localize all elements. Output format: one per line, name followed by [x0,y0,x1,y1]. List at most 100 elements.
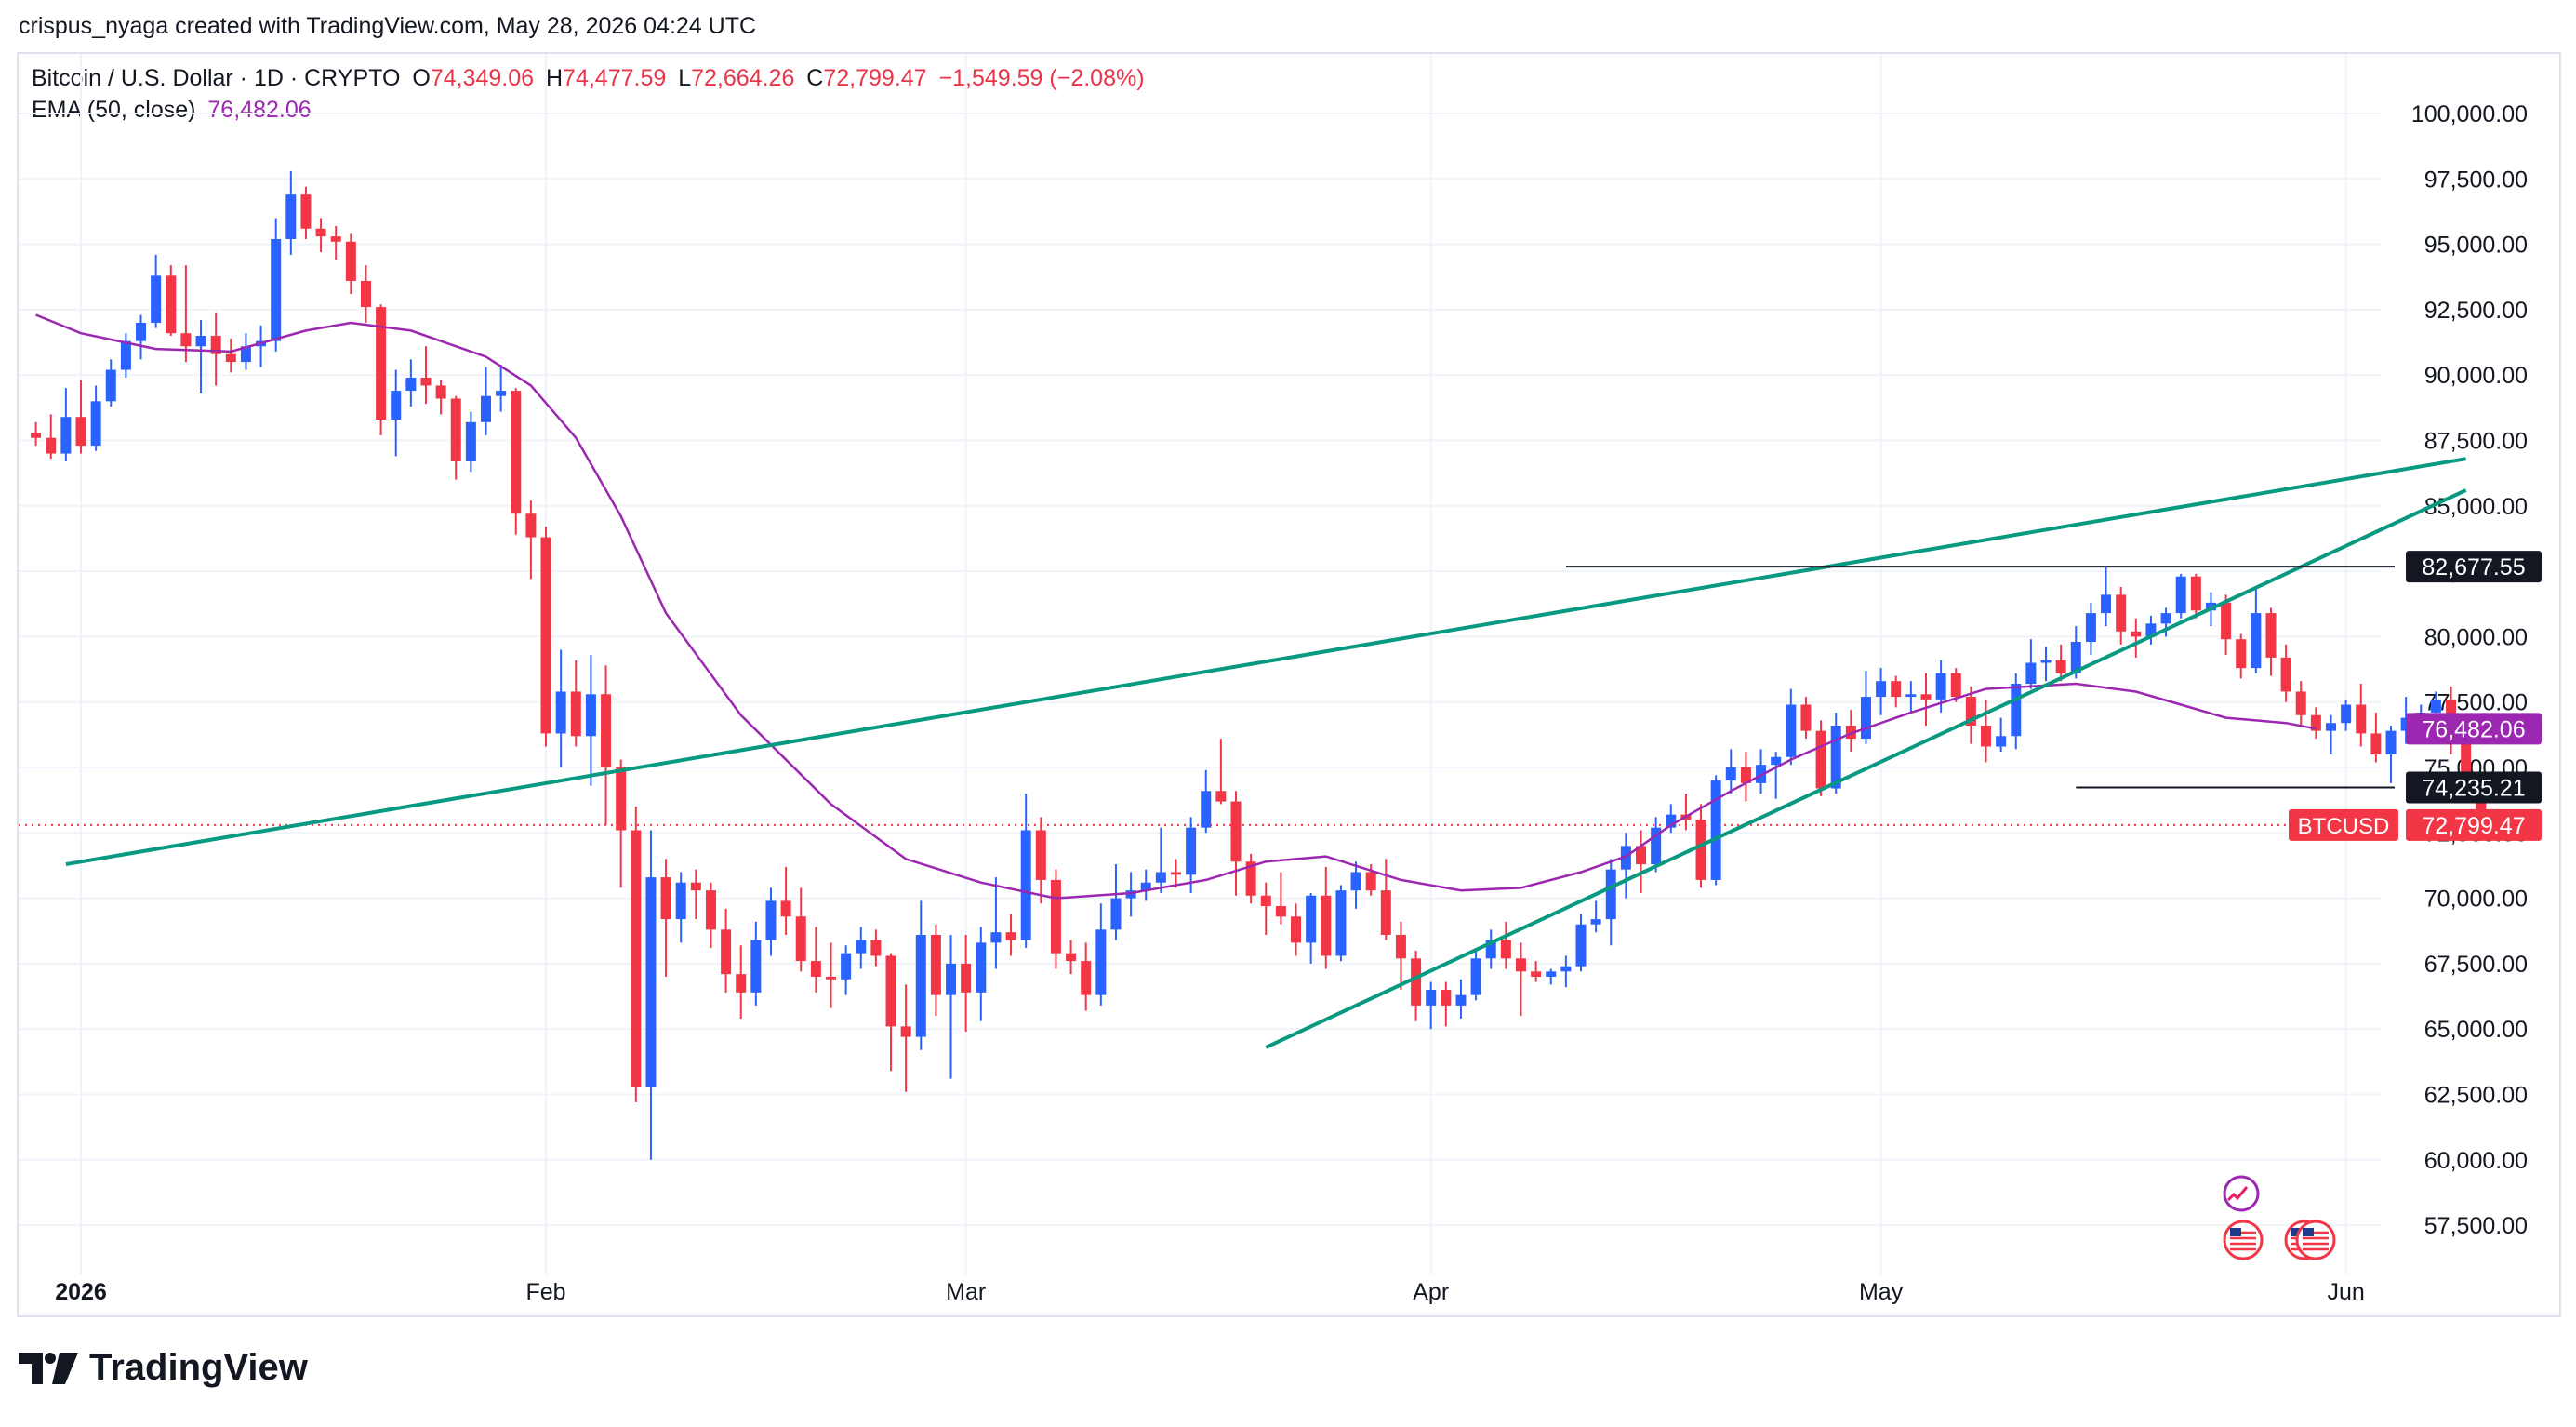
candle-body [391,391,402,420]
candle-body [2101,594,2112,614]
y-tick-label: 100,000.00 [2411,101,2528,127]
candle-body [2280,657,2291,692]
y-tick-label: 85,000.00 [2424,494,2528,520]
y-tick-label: 95,000.00 [2424,233,2528,259]
candle-body [75,417,86,447]
tradingview-logo[interactable]: TradingView [19,1347,308,1389]
candle-body [1095,929,1107,995]
candle-body [511,391,522,514]
candle-body [810,961,821,977]
candle-body [1350,872,1361,891]
candle-body [826,976,836,980]
candle-body [136,322,147,341]
candle-body [271,238,282,341]
candle-body [345,241,356,281]
candle-body [1891,681,1902,698]
close-label: C [806,65,824,91]
candle-body [555,691,566,734]
candle-body [721,929,732,975]
candle-body [210,336,221,354]
ema-label[interactable]: EMA (50, close) [32,97,196,123]
low-label: L [678,65,692,91]
candle-body [60,417,72,454]
candle-body [1485,940,1496,959]
candle-body [180,333,192,347]
candle-body [915,934,926,1037]
y-tick-label: 65,000.00 [2424,1017,2528,1043]
chart-panel[interactable] [17,52,2561,1317]
candle-body [1140,882,1151,891]
candle-body [540,537,551,734]
candle-body [1590,919,1601,925]
symbol-name[interactable]: Bitcoin / U.S. Dollar · 1D · CRYPTO [32,65,401,91]
candle-body [166,275,177,334]
candle-body [1620,846,1631,870]
candle-body [856,940,867,954]
candle-body [2295,691,2306,715]
candle-body [1771,756,1782,766]
candle-body [990,932,1002,943]
candle-body [1950,673,1961,698]
price-tag-label: 76,482.06 [2422,716,2525,742]
candle-body [2265,613,2277,658]
candle-body [976,942,987,993]
candle-body [1710,780,1721,880]
candle-body [2116,594,2127,632]
candle-body [1291,916,1302,943]
candle-body [1441,990,1452,1006]
candle-body [1575,924,1587,967]
y-tick-label: 67,500.00 [2424,952,2528,978]
change-value: −1,549.59 (−2.08%) [938,65,1145,91]
y-tick-label: 80,000.00 [2424,624,2528,650]
candle-body [1275,906,1286,917]
candle-body [1215,791,1227,802]
candle-body [2221,602,2232,640]
candle-body [1306,895,1317,943]
candle-body [1186,827,1197,875]
candle-body [481,395,492,422]
candle-body [240,346,251,363]
ema-value: 76,482.06 [207,97,312,123]
candle-body [585,694,596,737]
candle-body [795,916,806,962]
x-tick-label: 2026 [55,1279,107,1305]
candle-body [2160,613,2171,624]
candle-body [1321,895,1332,956]
candle-body [1066,953,1077,962]
candle-body [1500,940,1511,959]
chart-header: crispus_nyaga created with TradingView.c… [19,13,757,39]
candle-body [1666,814,1677,828]
level-price-label: 82,677.55 [2422,554,2525,580]
candle-body [330,236,341,242]
candle-body [2430,699,2441,713]
us-flag-canton [2230,1228,2241,1236]
candle-body [780,900,791,917]
candle-body [2175,576,2186,614]
candle-body [1155,872,1166,883]
candle-body [525,513,537,538]
candle-body [1201,791,1212,828]
candle-body [2341,704,2352,724]
candle-body [1905,694,1917,698]
candle-body [2236,639,2247,669]
candle-body [2310,714,2321,731]
candle-body [1605,869,1616,920]
candle-body [1815,730,1826,789]
level-price-tag [2406,771,2542,804]
candle-body [1470,958,1481,995]
trendline [1265,488,2467,1049]
candle-body [946,963,957,995]
candle-body [1035,830,1046,880]
x-tick-label: Jun [2327,1279,2364,1305]
y-tick-label: 62,500.00 [2424,1083,2528,1109]
candle-body [1426,990,1437,1006]
candle-body [2385,730,2397,754]
candle-body [1125,890,1136,899]
candle-body [1395,934,1406,959]
candle-body [1230,801,1242,862]
candle-body [841,953,852,980]
candle-body [2070,642,2081,673]
candle-body [450,398,461,461]
candle-body [750,940,762,993]
